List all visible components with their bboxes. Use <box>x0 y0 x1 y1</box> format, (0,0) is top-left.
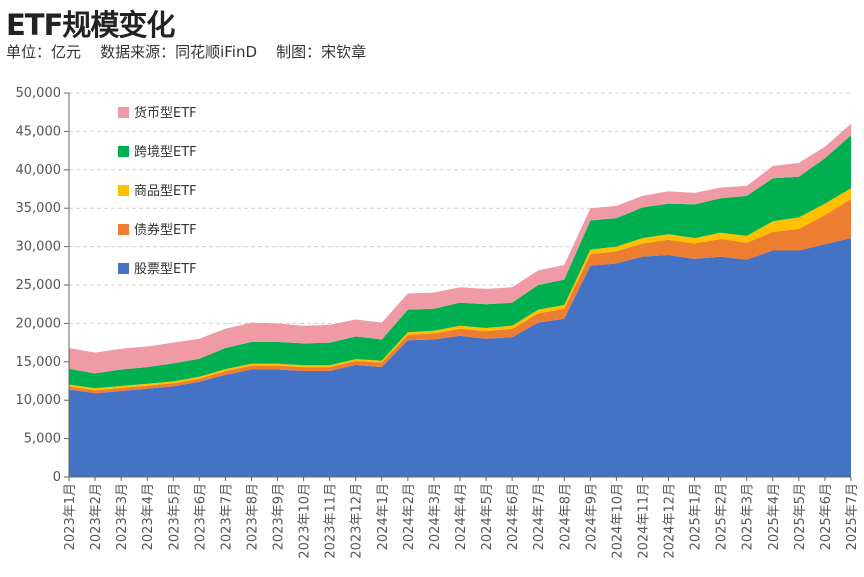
legend-label: 股票型ETF <box>134 262 197 277</box>
x-tick-label: 2025年7月 <box>845 483 860 550</box>
x-tick-label: 2024年5月 <box>480 483 495 550</box>
x-tick-label: 2024年8月 <box>558 483 573 550</box>
legend-swatch <box>118 185 129 196</box>
x-tick-label: 2023年1月 <box>63 483 78 550</box>
y-tick-label: 15,000 <box>16 355 62 370</box>
chart-subtitle: 单位：亿元 数据来源：同花顺iFinD 制图：宋钦章 <box>6 43 367 61</box>
legend-label: 跨境型ETF <box>134 145 197 160</box>
x-tick-label: 2024年1月 <box>376 483 391 550</box>
y-tick-label: 30,000 <box>16 240 62 255</box>
y-tick-label: 5,000 <box>24 432 61 447</box>
x-tick-label: 2024年10月 <box>610 483 625 559</box>
y-tick-label: 45,000 <box>16 124 62 139</box>
legend-swatch <box>118 107 129 118</box>
x-tick-label: 2025年1月 <box>689 483 704 550</box>
x-tick-label: 2023年2月 <box>89 483 104 550</box>
y-tick-label: 40,000 <box>16 163 62 178</box>
x-tick-label: 2023年6月 <box>193 483 208 550</box>
x-tick-label: 2024年6月 <box>506 483 521 550</box>
x-tick-label: 2024年9月 <box>584 483 599 550</box>
y-tick-label: 0 <box>53 470 61 485</box>
legend-label: 债券型ETF <box>134 222 197 238</box>
y-tick-label: 20,000 <box>16 316 62 331</box>
x-tick-label: 2023年3月 <box>115 483 130 550</box>
x-tick-label: 2024年11月 <box>636 483 651 559</box>
y-tick-label: 25,000 <box>16 278 62 293</box>
x-tick-label: 2023年4月 <box>141 483 156 550</box>
x-tick-label: 2024年2月 <box>402 483 417 550</box>
legend-label: 货币型ETF <box>134 105 197 121</box>
x-tick-label: 2025年6月 <box>819 483 834 550</box>
x-tick-label: 2023年7月 <box>219 483 234 550</box>
x-tick-label: 2025年4月 <box>767 483 782 550</box>
area-series-0 <box>69 238 851 477</box>
area-series-2 <box>69 188 851 391</box>
chart-title: ETF规模变化 <box>6 8 175 42</box>
legend-label: 商品型ETF <box>134 184 197 199</box>
area-series-1 <box>69 198 851 394</box>
x-tick-label: 2023年5月 <box>167 483 182 550</box>
x-tick-label: 2023年12月 <box>350 483 365 559</box>
legend-swatch <box>118 224 129 235</box>
x-tick-label: 2025年2月 <box>715 483 730 550</box>
x-tick-label: 2023年9月 <box>272 483 287 550</box>
y-tick-label: 50,000 <box>16 86 62 101</box>
x-tick-label: 2023年8月 <box>245 483 260 550</box>
legend-swatch <box>118 263 129 274</box>
y-tick-label: 35,000 <box>16 201 62 216</box>
legend-swatch <box>118 146 129 157</box>
x-tick-label: 2024年4月 <box>454 483 469 550</box>
x-tick-label: 2024年7月 <box>532 483 547 550</box>
y-tick-label: 10,000 <box>16 393 62 408</box>
x-tick-label: 2024年3月 <box>428 483 443 550</box>
x-tick-label: 2023年10月 <box>298 483 313 559</box>
area-series-4 <box>69 123 851 374</box>
x-tick-label: 2025年5月 <box>793 483 808 550</box>
x-tick-label: 2024年12月 <box>663 483 678 559</box>
x-tick-label: 2025年3月 <box>741 483 756 550</box>
x-tick-label: 2023年11月 <box>324 483 339 559</box>
